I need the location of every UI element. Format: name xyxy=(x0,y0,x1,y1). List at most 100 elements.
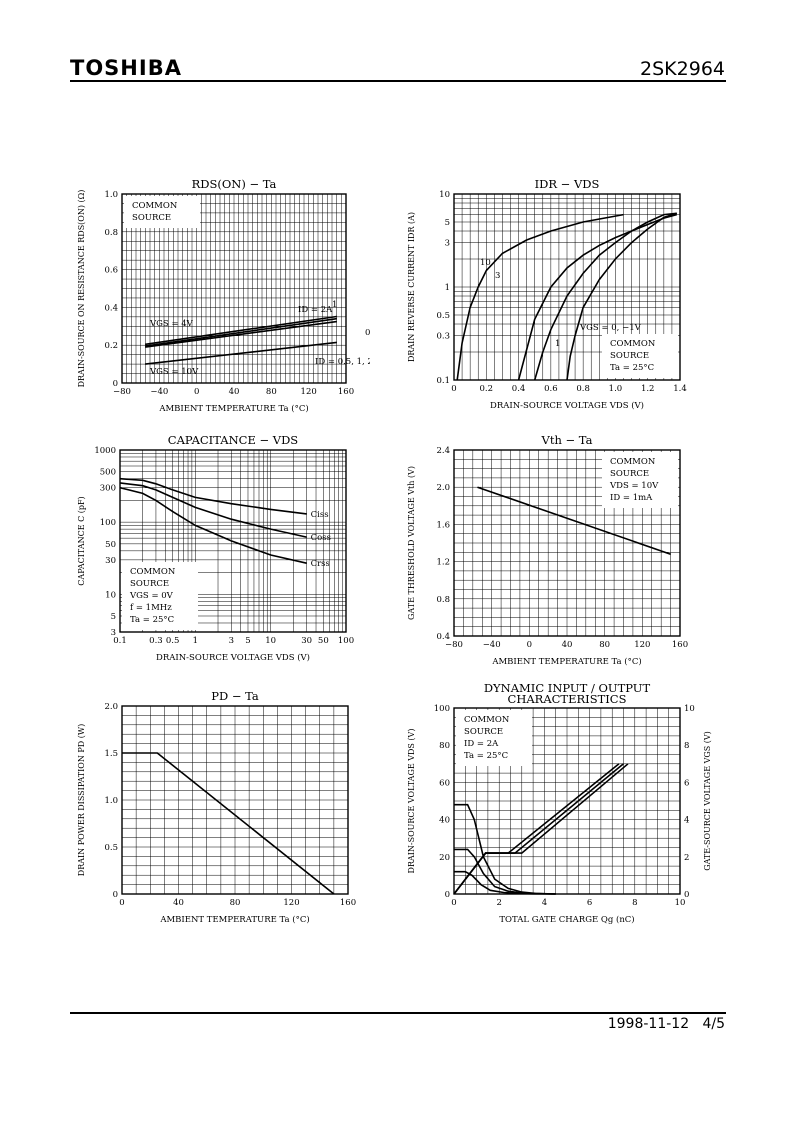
y-tick-label: 2.0 xyxy=(104,702,118,712)
y-tick-label: 5 xyxy=(445,218,450,228)
y-tick-label: 1.5 xyxy=(104,749,118,759)
x-tick-label: 0.5 xyxy=(166,636,180,646)
note-text: SOURCE xyxy=(610,469,649,479)
x-tick-label: 0 xyxy=(119,898,124,908)
x-tick-label: 0.8 xyxy=(576,384,590,394)
y-tick-label: 40 xyxy=(439,816,450,826)
y2-axis-label: GATE-SOURCE VOLTAGE VGS (V) xyxy=(703,731,712,871)
x-tick-label: 0.4 xyxy=(512,384,526,394)
y2-tick-label: 10 xyxy=(684,704,695,714)
plot-frame xyxy=(119,449,347,633)
series-label: Coss xyxy=(311,533,331,543)
series-line xyxy=(122,752,335,895)
note-text: SOURCE xyxy=(610,351,649,361)
x-tick-label: −80 xyxy=(445,640,463,650)
y-axis-label: DRAIN-SOURCE ON RESISTANCE RDS(ON) (Ω) xyxy=(77,190,86,388)
series-label: Ciss xyxy=(311,510,329,520)
chart-title: IDR − VDS xyxy=(535,177,600,191)
y-tick-label: 0.4 xyxy=(436,632,450,642)
x-tick-label: 3 xyxy=(229,636,234,646)
y-tick-label: 2.0 xyxy=(436,483,450,493)
y-tick-label: 0.5 xyxy=(104,843,118,853)
series-line xyxy=(145,320,337,348)
x-tick-label: 100 xyxy=(338,636,354,646)
y-tick-label: 80 xyxy=(439,741,450,751)
x-tick-label: 1.4 xyxy=(673,384,687,394)
note-box xyxy=(602,452,678,508)
y-tick-label: 0.3 xyxy=(436,332,450,342)
y-axis-label: GATE THRESHOLD VOLTAGE Vth (V) xyxy=(407,466,416,620)
x-tick-label: 0.3 xyxy=(149,636,163,646)
x-axis-label: AMBIENT TEMPERATURE Ta (°C) xyxy=(158,403,308,414)
series-line xyxy=(454,803,556,895)
note-text: SOURCE xyxy=(464,727,503,737)
y-tick-label: 1.0 xyxy=(104,190,118,200)
y-tick-label: 0.1 xyxy=(436,376,450,386)
series-label: Crss xyxy=(311,559,330,569)
x-tick-label: 0.1 xyxy=(113,636,127,646)
x-tick-label: 0 xyxy=(451,384,456,394)
footer-page: 4/5 xyxy=(702,1016,725,1032)
series-line xyxy=(454,848,556,895)
series-label: 0.5 xyxy=(365,328,370,338)
y-tick-label: 0 xyxy=(445,890,450,900)
y2-tick-label: 6 xyxy=(684,778,689,788)
x-axis-label: DRAIN-SOURCE VOLTAGE VDS (V) xyxy=(156,652,310,663)
series-label: 1 xyxy=(332,300,337,310)
x-tick-label: 80 xyxy=(599,640,610,650)
y-tick-label: 10 xyxy=(439,190,450,200)
y-tick-label: 10 xyxy=(105,590,116,600)
footer-date: 1998-11-12 xyxy=(607,1016,690,1032)
series-label: 1 xyxy=(555,339,560,349)
x-axis-label: AMBIENT TEMPERATURE Ta (°C) xyxy=(491,656,641,667)
y-tick-label: 1.2 xyxy=(436,558,450,568)
series-label: VGS = 10V xyxy=(149,367,199,377)
x-tick-label: 160 xyxy=(672,640,688,650)
series-line xyxy=(145,317,337,347)
y-tick-label: 0 xyxy=(113,379,118,389)
plot-frame xyxy=(453,707,681,895)
chart-vth-ta: −80 −40 0 40 80 120 160 0.4 0.8 1.2 1.6 2.0 2.4 Vth −… xyxy=(407,433,688,667)
y2-tick-label: 4 xyxy=(684,816,689,826)
y-tick-label: 500 xyxy=(100,468,116,478)
brand-logo: TOSHIBA xyxy=(70,56,182,80)
note-box xyxy=(124,196,200,228)
note-text: Ta = 25°C xyxy=(130,615,174,625)
y-tick-label: 0.6 xyxy=(104,266,118,276)
y-tick-label: 1 xyxy=(445,283,450,293)
x-tick-label: 40 xyxy=(173,898,184,908)
x-axis-label: TOTAL GATE CHARGE Qg (nC) xyxy=(499,914,634,925)
note-text: Ta = 25°C xyxy=(464,751,508,761)
chart-title: Vth − Ta xyxy=(541,433,593,447)
x-tick-label: 160 xyxy=(338,387,354,397)
y-tick-label: 3 xyxy=(111,628,116,638)
x-axis-label: AMBIENT TEMPERATURE Ta (°C) xyxy=(159,914,309,925)
x-tick-label: −40 xyxy=(150,387,168,397)
footer-rule xyxy=(70,1012,726,1014)
y-tick-label: 3 xyxy=(445,239,450,249)
series-label: ID = 2A xyxy=(298,305,333,315)
x-tick-label: 120 xyxy=(634,640,650,650)
x-tick-label: 10 xyxy=(675,898,686,908)
y-tick-label: 1.0 xyxy=(104,796,118,806)
series-label: 3 xyxy=(495,271,500,281)
note-text: COMMON xyxy=(464,715,510,725)
x-tick-label: 0 xyxy=(527,640,532,650)
note-text: COMMON xyxy=(610,339,656,349)
y2-tick-label: 2 xyxy=(684,853,689,863)
series-line xyxy=(477,486,671,555)
x-tick-label: 1.2 xyxy=(641,384,655,394)
x-tick-label: −80 xyxy=(113,387,131,397)
y-tick-label: 0.4 xyxy=(104,303,118,313)
footer-text: 1998-11-12 4/5 xyxy=(608,1016,725,1032)
note-text: SOURCE xyxy=(130,579,169,589)
series-line xyxy=(454,870,556,895)
note-box xyxy=(602,334,678,378)
series-line xyxy=(119,477,307,515)
x-tick-label: 40 xyxy=(562,640,573,650)
note-box xyxy=(456,710,532,766)
y-tick-label: 300 xyxy=(100,484,116,494)
series-line xyxy=(456,213,624,381)
chart-title-line-2: CHARACTERISTICS xyxy=(508,692,627,706)
y-tick-label: 100 xyxy=(434,704,450,714)
